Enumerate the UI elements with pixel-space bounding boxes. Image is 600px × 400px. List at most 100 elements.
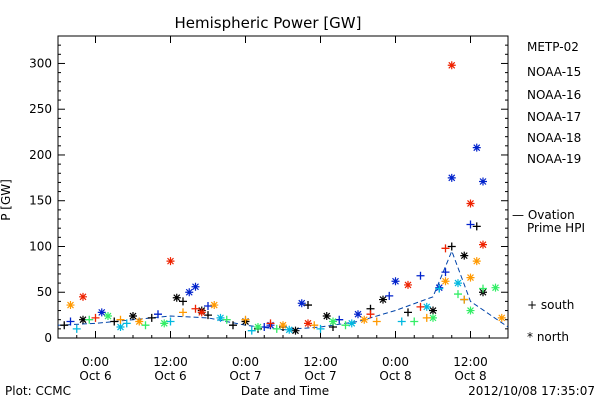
metp-02-south-point [60, 321, 69, 330]
x-axis-label: Date and Time [241, 384, 329, 398]
metp-02-north-point [129, 312, 137, 321]
noaa-18-north-point [210, 301, 219, 310]
noaa-19-south-point [91, 313, 100, 322]
noaa-17-south-point [222, 315, 231, 324]
metp-02-north-point [379, 295, 387, 304]
noaa-15-south-point [335, 315, 344, 324]
credit-text: Plot: CCMC [5, 384, 71, 398]
noaa-19-north-point [447, 61, 456, 70]
noaa-17-north-point [429, 313, 437, 322]
noaa-19-north-point [466, 199, 475, 208]
timestamp-text: 2012/10/08 17:35:07 [468, 384, 595, 398]
metp-02-north-point [429, 306, 437, 315]
noaa-16-north-point [116, 323, 125, 332]
noaa-15-south-point [66, 317, 75, 326]
noaa-16-south-point [122, 319, 131, 328]
noaa-15-north-point [185, 288, 194, 297]
legend-entry-noaa-18: NOAA-18 [527, 131, 581, 145]
x-tick-label-day: Oct 6 [154, 369, 186, 383]
noaa-15-north-point [354, 310, 362, 319]
noaa-16-south-point [247, 326, 256, 335]
noaa-17-south-point [85, 315, 94, 324]
ovation-hpi-line [57, 249, 509, 331]
metp-02-south-point [179, 297, 187, 306]
noaa-19-south-point [416, 302, 425, 311]
noaa-18-south-point [116, 315, 125, 324]
metp-02-south-point [404, 308, 412, 317]
noaa-17-north-point [466, 306, 475, 315]
legend-ovation-line2: Prime HPI [527, 221, 585, 235]
noaa-19-north-point [197, 308, 206, 317]
noaa-16-north-point [454, 279, 462, 288]
noaa-17-south-point [479, 284, 487, 293]
legend-ovation-line1: — Ovation [512, 208, 575, 222]
noaa-15-south-point [385, 291, 394, 300]
metp-02-north-point [172, 293, 181, 302]
noaa-18-north-point [466, 273, 475, 282]
metp-02-north-point [322, 312, 331, 321]
noaa-18-south-point [372, 317, 381, 326]
plot-frame [57, 35, 509, 339]
noaa-18-south-point [179, 308, 187, 317]
noaa-19-north-point [79, 292, 87, 301]
noaa-19-north-point [404, 280, 412, 289]
x-tick-label-day: Oct 7 [304, 369, 336, 383]
noaa-17-south-point [141, 321, 150, 330]
metp-02-south-point [447, 242, 456, 251]
noaa-19-north-point [166, 257, 175, 266]
noaa-15-south-point [154, 310, 162, 319]
noaa-19-north-point [304, 319, 312, 328]
metp-02-south-point [204, 311, 212, 320]
noaa-16-north-point [216, 313, 225, 322]
x-tick-label-day: Oct 8 [379, 369, 411, 383]
x-tick-label-day: Oct 6 [79, 369, 111, 383]
metp-02-south-point [147, 313, 156, 322]
noaa-19-south-point [441, 244, 450, 253]
noaa-18-north-point [360, 315, 369, 324]
noaa-15-north-point [447, 173, 456, 182]
noaa-17-south-point [341, 321, 350, 330]
noaa-15-south-point [416, 271, 425, 280]
noaa-18-north-point [497, 313, 506, 322]
x-tick-label: 12:00 [453, 355, 488, 369]
y-tick-label: 0 [44, 331, 52, 345]
noaa-16-south-point [166, 317, 175, 326]
legend-entry-noaa-15: NOAA-15 [527, 65, 581, 79]
noaa-18-north-point [279, 321, 287, 330]
noaa-15-north-point [479, 177, 487, 186]
noaa-18-south-point [241, 315, 250, 324]
y-tick-label: 200 [29, 148, 52, 162]
noaa-15-north-point [297, 299, 306, 308]
noaa-17-south-point [454, 290, 462, 299]
y-axis-label: P [GW] [0, 179, 13, 221]
noaa-15-north-point [191, 282, 200, 291]
y-tick-label: 150 [29, 194, 52, 208]
noaa-17-north-point [104, 312, 112, 321]
legend-north-marker: * north [527, 330, 569, 344]
noaa-16-south-point [72, 324, 81, 333]
x-tick-label: 12:00 [303, 355, 338, 369]
legend-entry-noaa-17: NOAA-17 [527, 110, 581, 124]
noaa-17-north-point [329, 317, 337, 326]
noaa-18-north-point [472, 257, 481, 266]
noaa-19-south-point [366, 310, 375, 319]
legend-south-marker: + south [527, 298, 574, 312]
noaa-18-north-point [441, 277, 450, 286]
noaa-17-north-point [491, 283, 500, 292]
x-tick-label: 0:00 [82, 355, 109, 369]
noaa-16-north-point [347, 319, 356, 328]
metp-02-north-point [460, 251, 469, 260]
noaa-16-south-point [397, 317, 406, 326]
x-tick-label-day: Oct 7 [229, 369, 261, 383]
noaa-17-north-point [254, 323, 262, 332]
noaa-17-north-point [160, 319, 169, 328]
noaa-18-south-point [422, 313, 431, 322]
noaa-18-south-point [460, 295, 469, 304]
metp-02-south-point [472, 222, 481, 231]
noaa-19-south-point [266, 319, 275, 328]
noaa-15-north-point [472, 143, 481, 152]
noaa-18-north-point [66, 301, 75, 310]
chart-title: Hemispheric Power [GW] [175, 14, 362, 32]
legend-entry-noaa-16: NOAA-16 [527, 88, 581, 102]
